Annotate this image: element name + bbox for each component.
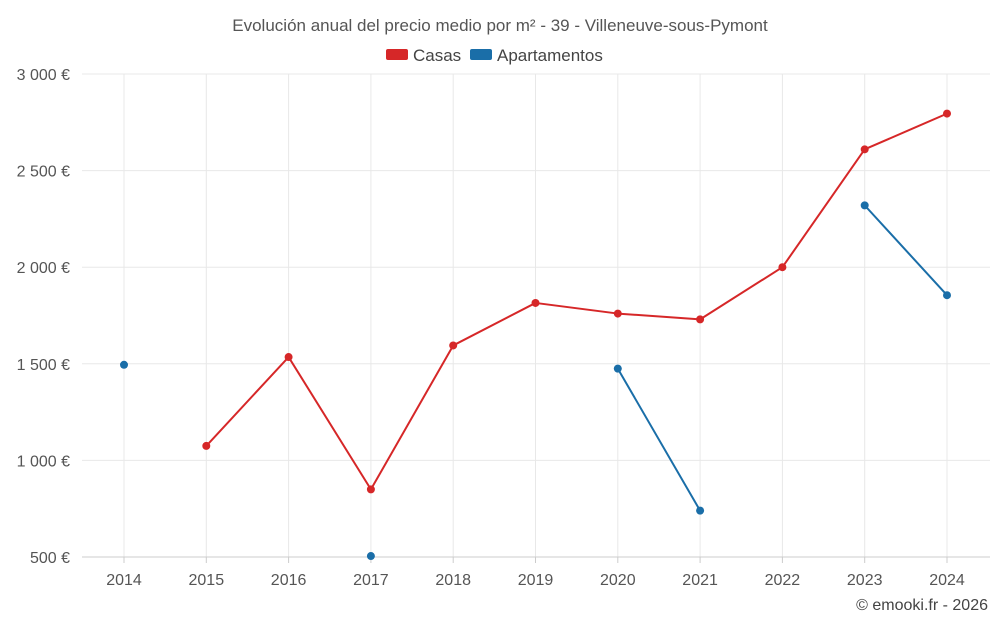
y-axis-ticks: 500 € 1 000 € 1 500 € 2 000 € 2 500 € 3 000 € bbox=[17, 67, 70, 567]
data-point-apartamentos-2014[interactable] bbox=[120, 360, 128, 369]
y-tick-label: 2 500 € bbox=[17, 164, 70, 181]
series-line-segment-casas bbox=[699, 266, 784, 321]
data-point-casas-2023[interactable] bbox=[860, 145, 869, 154]
legend: Casas Apartamentos bbox=[386, 46, 603, 65]
x-tick-label: 2018 bbox=[435, 572, 471, 589]
x-tick-label: 2016 bbox=[271, 572, 307, 589]
series-line-segment-casas bbox=[205, 356, 290, 447]
data-point-casas-2022[interactable] bbox=[778, 263, 787, 272]
series-line-segment-casas bbox=[369, 344, 455, 491]
y-tick-label: 1 500 € bbox=[17, 357, 70, 374]
series-casas bbox=[202, 109, 951, 494]
y-tick-label: 500 € bbox=[30, 550, 70, 567]
series-line-segment-casas bbox=[534, 301, 619, 315]
y-tick-label: 2 000 € bbox=[17, 260, 70, 277]
data-point-apartamentos-2020[interactable] bbox=[613, 364, 622, 373]
series-line-segment-apartamentos bbox=[616, 367, 702, 512]
x-tick-label: 2023 bbox=[847, 572, 883, 589]
series-line-segment-apartamentos bbox=[863, 204, 948, 297]
x-tick-label: 2022 bbox=[765, 572, 801, 589]
data-point-casas-2017[interactable] bbox=[366, 485, 375, 494]
x-tick-label: 2015 bbox=[189, 572, 225, 589]
y-tick-label: 1 000 € bbox=[17, 453, 70, 470]
x-tick-label: 2024 bbox=[929, 572, 965, 589]
data-point-casas-2018[interactable] bbox=[449, 341, 458, 350]
data-point-apartamentos-2017[interactable] bbox=[366, 552, 375, 561]
data-point-casas-2019[interactable] bbox=[531, 298, 540, 307]
x-tick-label: 2021 bbox=[682, 572, 718, 589]
grid bbox=[82, 73, 990, 557]
series-line-segment-casas bbox=[863, 112, 948, 151]
x-tick-label: 2014 bbox=[106, 572, 142, 589]
chart-title: Evolución anual del precio medio por m² … bbox=[232, 16, 768, 35]
series bbox=[120, 109, 951, 561]
series-line-segment-casas bbox=[781, 148, 866, 269]
legend-label-casas: Casas bbox=[413, 46, 461, 65]
x-tick-label: 2020 bbox=[600, 572, 636, 589]
x-tick-label: 2017 bbox=[353, 572, 389, 589]
x-axis-ticks: 2014 2015 2016 2017 2018 2019 2020 2021 2022 2023… bbox=[82, 556, 990, 589]
series-line-segment-casas bbox=[452, 301, 537, 347]
series-line-segment-casas bbox=[287, 356, 372, 491]
data-point-apartamentos-2021[interactable] bbox=[696, 506, 705, 515]
legend-swatch-apartamentos bbox=[470, 49, 492, 60]
legend-label-apartamentos: Apartamentos bbox=[497, 46, 603, 65]
y-tick-label: 3 000 € bbox=[17, 67, 70, 84]
data-point-casas-2016[interactable] bbox=[284, 353, 293, 362]
legend-swatch-casas bbox=[386, 49, 408, 60]
series-apartamentos bbox=[120, 201, 951, 561]
legend-item-apartamentos[interactable]: Apartamentos bbox=[470, 46, 603, 65]
data-point-casas-2015[interactable] bbox=[202, 441, 211, 450]
data-point-apartamentos-2023[interactable] bbox=[860, 201, 869, 210]
data-point-casas-2021[interactable] bbox=[696, 315, 705, 324]
credit-text: © emooki.fr - 2026 bbox=[856, 597, 988, 614]
data-point-casas-2024[interactable] bbox=[943, 109, 951, 118]
data-point-casas-2020[interactable] bbox=[613, 309, 622, 318]
data-point-apartamentos-2024[interactable] bbox=[943, 291, 951, 300]
legend-item-casas[interactable]: Casas bbox=[386, 46, 461, 65]
series-line-segment-casas bbox=[616, 312, 702, 321]
x-tick-label: 2019 bbox=[518, 572, 554, 589]
